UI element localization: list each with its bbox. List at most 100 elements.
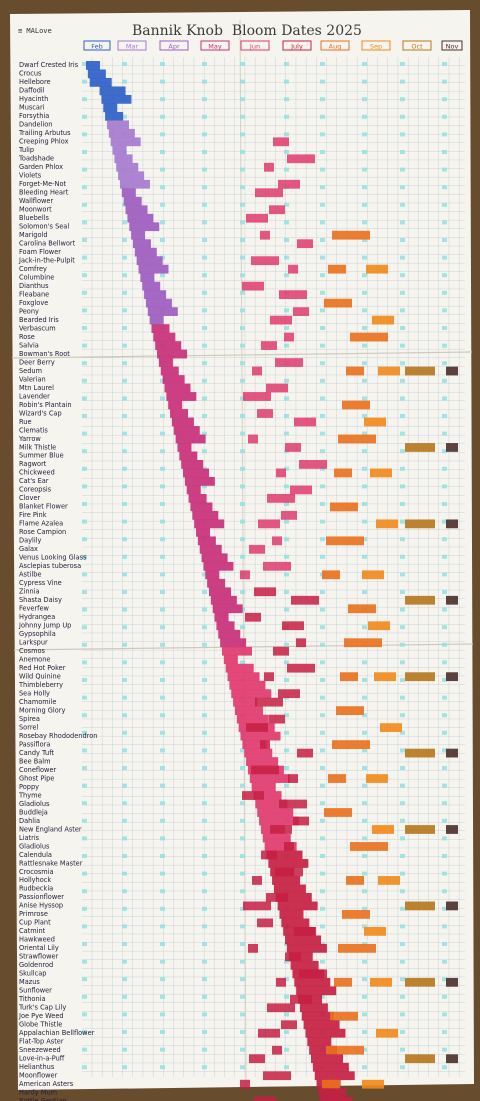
plant-label: Helianthus [19, 1063, 55, 1071]
plant-label: Sunflower [19, 987, 52, 995]
plant-label: Crocosmia [19, 868, 54, 876]
plant-label: Moonflower [19, 1072, 58, 1080]
plant-label: Sorrel [19, 723, 38, 731]
plant-label: Comfrey [19, 265, 47, 273]
plant-label: Bleeding Heart [19, 189, 69, 197]
plant-label: Cosmos [19, 647, 46, 655]
plant-label: Catmint [19, 927, 46, 935]
plant-label: Mtn Laurel [19, 384, 54, 392]
plant-label: Bottle Gentian [19, 1097, 67, 1101]
plant-label: Chickweed [19, 469, 55, 477]
plant-label: Mazus [19, 978, 40, 986]
plant-label: Goldenrod [19, 961, 53, 969]
plant-label: Tithonia [18, 995, 46, 1003]
plant-label: Wallflower [19, 197, 53, 205]
plant-label: Fleabane [19, 290, 49, 298]
plant-label: Milk Thistle [19, 443, 56, 451]
plant-label: Rosebay Rhododendron [19, 732, 97, 740]
plant-label: Fire Pink [19, 511, 47, 519]
plant-label: Sedum [19, 367, 42, 375]
plant-label: Hellebore [19, 78, 51, 86]
plant-label: Ragwort [19, 460, 47, 468]
month-header-label: July [290, 43, 303, 51]
plant-label: Galax [19, 545, 38, 553]
plant-label: Garden Phlox [19, 163, 63, 171]
plant-label: Ghost Pipe [19, 774, 54, 782]
plant-label: Wild Quinine [19, 672, 61, 680]
plant-label: New England Aster [19, 825, 82, 833]
plant-label: Marigold [19, 231, 48, 239]
plant-label: Clematis [19, 426, 48, 434]
plant-label: Coneflower [19, 766, 57, 774]
plant-label: Carolina Bellwort [19, 239, 76, 247]
plant-label: Daffodil [19, 87, 45, 95]
plant-label: Rose Campion [19, 528, 66, 536]
plant-label: Robin's Plantain [19, 401, 72, 409]
plant-label: Anise Hyssop [19, 902, 63, 910]
plant-label: Red Hot Poker [19, 664, 66, 672]
plant-label: Clover [19, 494, 40, 502]
plant-label: Gladiolus [19, 842, 50, 850]
plant-label: Asclepias tuberosa [19, 562, 81, 570]
plant-label: Flat-Top Aster [19, 1038, 64, 1046]
plant-label: Morning Glory [19, 706, 65, 714]
plant-label: Columbine [19, 273, 54, 281]
plant-label: Venus Looking Glass [19, 554, 87, 562]
plant-label: American Asters [19, 1080, 74, 1088]
plant-label: Forget-Me-Not [19, 180, 66, 188]
page-title: Bannik Knob Bloom Dates 2025 [132, 23, 362, 39]
plant-label: Passiflora [19, 740, 50, 748]
plant-label: Bearded Iris [19, 316, 59, 324]
plant-label: Hawkweed [19, 936, 55, 944]
corner-mark: ≡ MALove [18, 27, 52, 35]
plant-label: Appalachian Bellflower [19, 1029, 95, 1037]
plant-label: Wizard's Cap [19, 409, 62, 417]
plant-label: Coreopsis [19, 486, 52, 494]
plant-label: Hardy Mum [19, 1088, 57, 1096]
plant-label: Spirea [19, 715, 40, 723]
month-header-label: May [208, 43, 222, 51]
plant-label: Candy Tuft [19, 749, 54, 757]
plant-label: Zinnia [19, 588, 40, 596]
plant-label: Jack-in-the-Pulpit [18, 256, 75, 264]
plant-label: Salvia [19, 341, 39, 349]
plant-label: Daylily [19, 537, 42, 545]
plant-label: Liatris [19, 834, 40, 842]
plant-label: Summer Blue [19, 452, 64, 460]
plant-label: Joe Pye Weed [18, 1012, 64, 1020]
month-header-label: Jun [249, 43, 260, 51]
month-header-label: Nov [446, 43, 459, 51]
plant-label: Dwarf Crested Iris [19, 61, 79, 69]
plant-label: Cat's Ear [19, 477, 49, 485]
plant-label: Foxglove [19, 299, 48, 307]
plant-label: Peony [19, 307, 39, 315]
plant-label: Chamomile [19, 698, 56, 706]
plant-label: Dahlia [19, 817, 40, 825]
plant-label: Verbascum [19, 324, 56, 332]
plant-label: Buddleja [19, 808, 48, 816]
plant-label: Bluebells [19, 214, 49, 222]
plant-label: Bowman's Root [19, 350, 70, 358]
plant-label: Flame Azalea [19, 520, 63, 528]
plant-label: Valerian [19, 375, 46, 383]
plant-label: Deer Berry [19, 358, 55, 366]
plant-label: Sea Holly [19, 689, 50, 697]
plant-label: Strawflower [19, 953, 59, 961]
plant-label: Shasta Daisy [19, 596, 62, 604]
plant-label: Toadshade [18, 155, 54, 163]
plant-label: Globe Thistle [19, 1021, 62, 1029]
plant-label: Rudbeckia [19, 885, 53, 893]
plant-label: Johnny Jump Up [18, 622, 71, 630]
plant-label: Moonwort [19, 206, 52, 214]
plant-label: Poppy [19, 783, 39, 791]
plant-label: Sneezeweed [19, 1046, 61, 1054]
plant-label: Solomon's Seal [19, 223, 69, 231]
plant-label: Passionflower [19, 893, 64, 901]
plant-label: Lavender [19, 392, 50, 400]
plant-label: Creeping Phlox [19, 138, 69, 146]
plant-label: Rattlesnake Master [19, 859, 83, 867]
plant-label: Gypsophila [19, 630, 56, 638]
month-header-label: Apr [168, 43, 180, 51]
plant-label: Dianthus [19, 282, 49, 290]
plant-label: Tulip [18, 146, 34, 154]
